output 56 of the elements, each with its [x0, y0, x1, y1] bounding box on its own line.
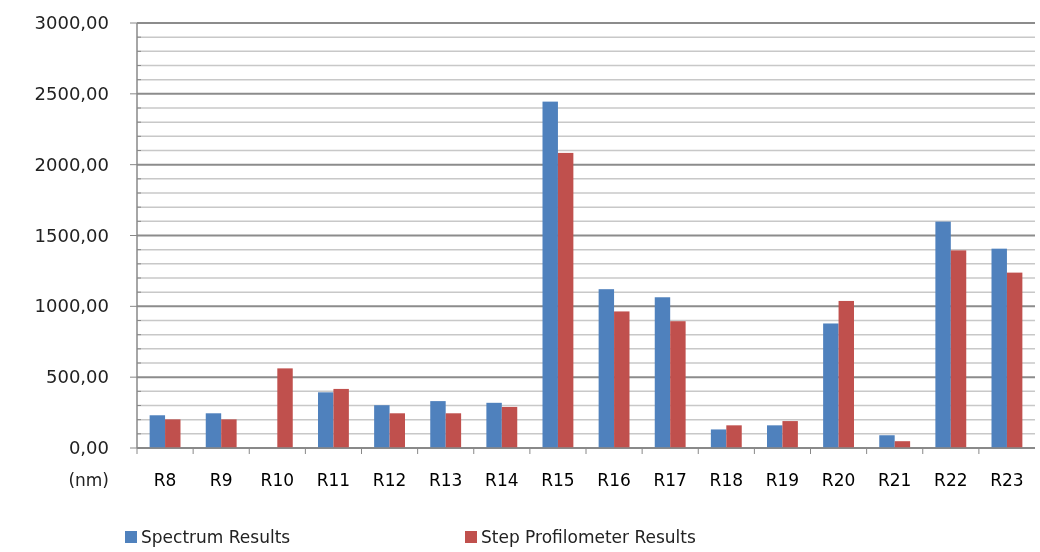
x-tick-label: R21: [877, 470, 912, 490]
bar: [277, 368, 293, 448]
bar: [221, 419, 237, 448]
y-tick-label: 2500,00: [34, 82, 109, 104]
x-tick-label: R14: [485, 470, 519, 490]
x-tick-label: R16: [597, 470, 631, 490]
x-tick-label: R19: [765, 470, 800, 490]
bar: [879, 435, 895, 448]
y-tick-label: 500,00: [46, 366, 109, 388]
bar: [318, 392, 334, 448]
bar: [670, 321, 686, 448]
x-tick-label: R18: [709, 470, 744, 490]
bar: [726, 425, 742, 448]
x-tick-label: R11: [316, 470, 351, 490]
bar: [445, 413, 462, 448]
bar: [205, 413, 222, 448]
y-axis-title: (nm): [68, 470, 109, 490]
y-tick-label: 3000,00: [34, 12, 109, 33]
bar: [991, 248, 1007, 448]
legend-label: Spectrum Results: [141, 527, 291, 547]
bar: [782, 421, 798, 448]
bar: [374, 405, 390, 448]
bar: [598, 289, 615, 448]
bar: [430, 401, 446, 448]
bar: [149, 415, 166, 448]
x-tick-label: R9: [209, 470, 233, 490]
bar: [389, 413, 405, 448]
x-tick-label: R10: [260, 470, 295, 490]
x-tick-label: R22: [934, 470, 968, 490]
x-tick-label: R17: [653, 470, 687, 490]
bar: [823, 323, 839, 448]
x-tick-label: R8: [153, 470, 177, 490]
bar: [501, 406, 518, 448]
bar: [614, 311, 630, 448]
y-tick-label: 0,00: [68, 437, 109, 458]
bar: [333, 388, 349, 448]
x-tick-label: R23: [990, 470, 1024, 490]
x-tick-label: R20: [821, 470, 856, 490]
bar: [486, 402, 502, 448]
bar: [950, 250, 967, 448]
y-tick-label: 1500,00: [34, 224, 109, 246]
x-tick-label: R13: [428, 470, 463, 490]
bar: [1006, 272, 1023, 448]
y-tick-label: 1000,00: [34, 295, 109, 317]
bar: [710, 429, 727, 448]
bar: [654, 297, 671, 448]
bar: [557, 152, 574, 448]
bar: [935, 221, 951, 448]
x-tick-label: R12: [372, 470, 407, 490]
bar: [542, 101, 558, 448]
bar: [838, 300, 854, 448]
x-tick-label: R15: [541, 470, 575, 490]
bar: [767, 425, 783, 448]
legend-label: Step Profilometer Results: [481, 527, 696, 547]
y-tick-label: 2000,00: [34, 153, 109, 175]
bar: [165, 419, 181, 448]
